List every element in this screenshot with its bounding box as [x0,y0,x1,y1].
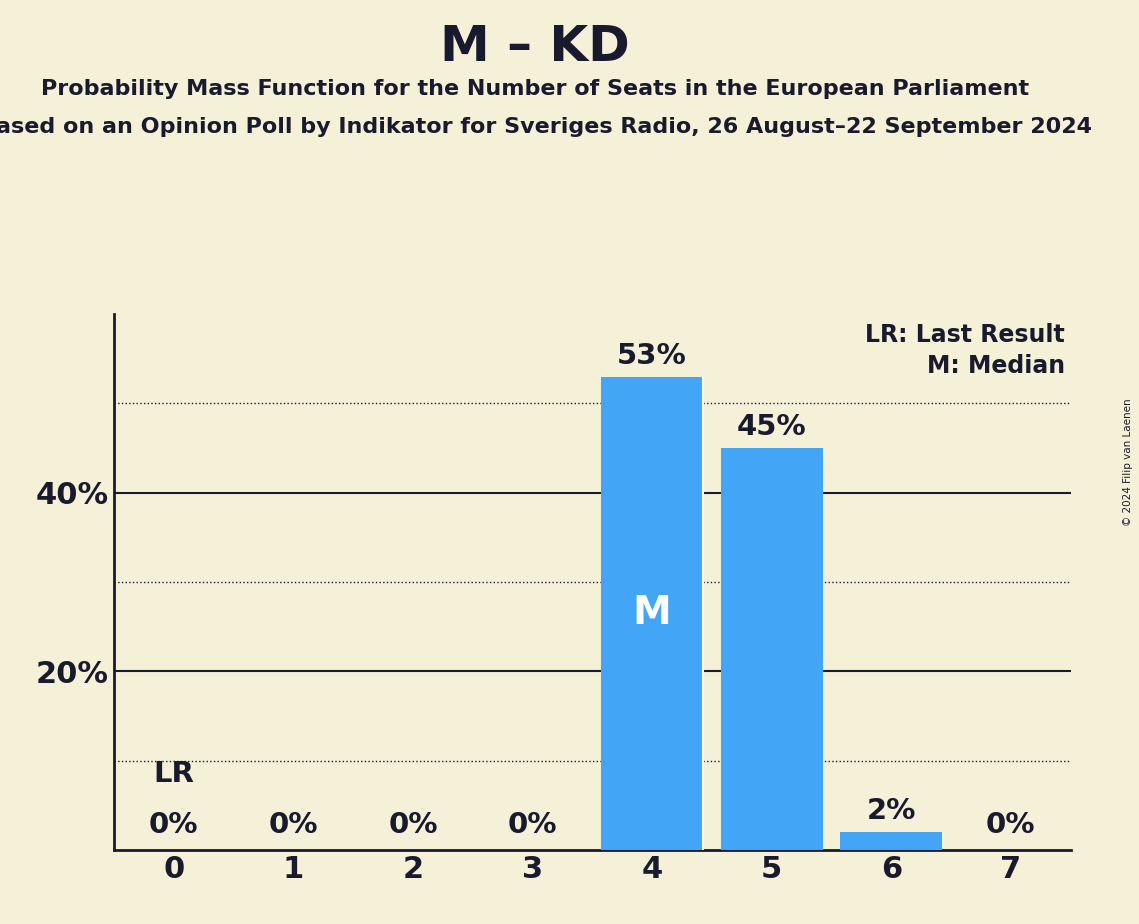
Bar [601,377,703,850]
Text: 0%: 0% [986,811,1035,839]
Text: M: M [632,594,672,632]
Text: Probability Mass Function for the Number of Seats in the European Parliament: Probability Mass Function for the Number… [41,79,1030,99]
Text: 0%: 0% [388,811,437,839]
Text: 0%: 0% [269,811,318,839]
Text: 45%: 45% [737,413,806,441]
Text: 0%: 0% [508,811,557,839]
Text: 53%: 53% [617,342,687,370]
Text: 2%: 2% [867,797,916,825]
Text: LR: Last Result: LR: Last Result [865,323,1065,347]
Text: LR: LR [154,760,194,788]
Bar [721,448,822,850]
Text: Based on an Opinion Poll by Indikator for Sveriges Radio, 26 August–22 September: Based on an Opinion Poll by Indikator fo… [0,117,1092,138]
Text: M – KD: M – KD [441,23,630,71]
Bar [841,833,942,850]
Text: M: Median: M: Median [926,355,1065,378]
Text: 0%: 0% [149,811,198,839]
Text: © 2024 Filip van Laenen: © 2024 Filip van Laenen [1123,398,1133,526]
